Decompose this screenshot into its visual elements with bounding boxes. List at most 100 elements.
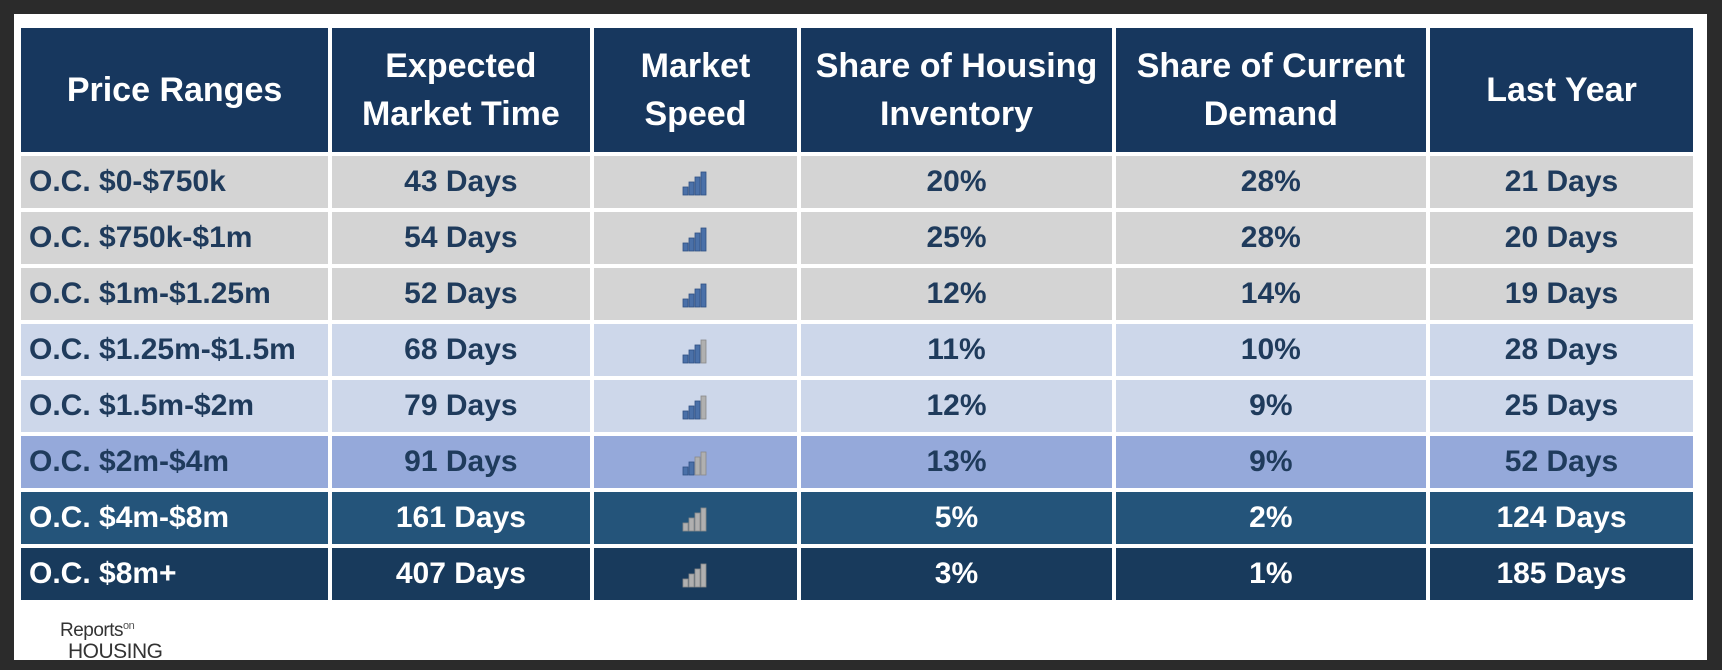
housing-inventory-share-cell: 20% [801, 156, 1112, 208]
signal-bar [701, 171, 707, 196]
signal-strength-icon [683, 171, 707, 196]
market-speed-cell [593, 212, 798, 264]
price-range-cell: O.C. $1.25m-$1.5m [21, 324, 329, 376]
market-speed-cell [593, 324, 798, 376]
signal-bar [695, 288, 701, 308]
price-range-cell: O.C. $1.5m-$2m [21, 380, 329, 432]
current-demand-share-cell: 9% [1115, 436, 1426, 488]
table-row: O.C. $2m-$4m 91 Days 13% 9% 52 Days [21, 436, 1693, 488]
current-demand-share-cell: 2% [1115, 492, 1426, 544]
signal-bar [683, 354, 689, 364]
header-price-ranges: Price Ranges [21, 28, 329, 152]
signal-bar [683, 522, 689, 532]
signal-bar [701, 283, 707, 308]
price-range-cell: O.C. $4m-$8m [21, 492, 329, 544]
header-last-year: Last Year [1430, 28, 1693, 152]
signal-bar [689, 349, 695, 364]
logo-housing-text: HOUSING [68, 640, 163, 663]
signal-bar [689, 405, 695, 420]
expected-market-time-cell: 407 Days [332, 548, 590, 600]
last-year-cell: 25 Days [1430, 380, 1693, 432]
housing-inventory-share-cell: 12% [801, 268, 1112, 320]
header-expected-market-time: Expected Market Time [332, 28, 590, 152]
signal-bar [689, 461, 695, 476]
signal-bar [689, 517, 695, 532]
housing-inventory-share-cell: 13% [801, 436, 1112, 488]
signal-bar [683, 410, 689, 420]
signal-strength-icon [683, 339, 707, 364]
expected-market-time-cell: 68 Days [332, 324, 590, 376]
current-demand-share-cell: 28% [1115, 156, 1426, 208]
last-year-cell: 19 Days [1430, 268, 1693, 320]
last-year-cell: 28 Days [1430, 324, 1693, 376]
logo-reports-text: Reports [60, 620, 124, 641]
current-demand-share-cell: 28% [1115, 212, 1426, 264]
header-share-of-current-demand: Share of Current Demand [1115, 28, 1426, 152]
signal-strength-icon [683, 563, 707, 588]
header-row: Price Ranges Expected Market Time Market… [21, 28, 1693, 152]
signal-strength-icon [683, 227, 707, 252]
logo-on-text: on [123, 620, 135, 632]
price-range-cell: O.C. $2m-$4m [21, 436, 329, 488]
table-body: O.C. $0-$750k 43 Days 20% 28% 21 Days O.C. $7… [21, 156, 1693, 600]
table-row: O.C. $4m-$8m 161 Days 5% 2% 124 Days [21, 492, 1693, 544]
market-speed-cell [593, 156, 798, 208]
report-frame: Price Ranges Expected Market Time Market… [14, 14, 1707, 663]
housing-inventory-share-cell: 11% [801, 324, 1112, 376]
table-row: O.C. $8m+ 407 Days 3% 1% 185 Days [21, 548, 1693, 600]
housing-inventory-share-cell: 25% [801, 212, 1112, 264]
expected-market-time-cell: 91 Days [332, 436, 590, 488]
signal-strength-icon [683, 451, 707, 476]
signal-bar [695, 568, 701, 588]
signal-bar [695, 512, 701, 532]
housing-inventory-share-cell: 3% [801, 548, 1112, 600]
expected-market-time-cell: 43 Days [332, 156, 590, 208]
signal-bar [695, 176, 701, 196]
signal-bar [701, 507, 707, 532]
last-year-cell: 21 Days [1430, 156, 1693, 208]
header-market-speed: Market Speed [593, 28, 798, 152]
signal-bar [689, 181, 695, 196]
market-speed-cell [593, 548, 798, 600]
signal-bar [683, 578, 689, 588]
reports-on-housing-logo: Reportson HOUSING [50, 618, 200, 668]
current-demand-share-cell: 1% [1115, 548, 1426, 600]
price-range-cell: O.C. $0-$750k [21, 156, 329, 208]
housing-inventory-share-cell: 12% [801, 380, 1112, 432]
market-speed-cell [593, 380, 798, 432]
signal-strength-icon [683, 283, 707, 308]
market-speed-cell [593, 436, 798, 488]
signal-bar [683, 298, 689, 308]
signal-bar [701, 451, 707, 476]
current-demand-share-cell: 10% [1115, 324, 1426, 376]
table-row: O.C. $1.5m-$2m 79 Days 12% 9% 25 Days [21, 380, 1693, 432]
signal-bar [701, 395, 707, 420]
table-row: O.C. $1m-$1.25m 52 Days 12% 14% 19 Days [21, 268, 1693, 320]
current-demand-share-cell: 9% [1115, 380, 1426, 432]
last-year-cell: 20 Days [1430, 212, 1693, 264]
signal-bar [689, 293, 695, 308]
expected-market-time-cell: 161 Days [332, 492, 590, 544]
last-year-cell: 185 Days [1430, 548, 1693, 600]
signal-strength-icon [683, 507, 707, 532]
expected-market-time-cell: 79 Days [332, 380, 590, 432]
signal-bar [701, 227, 707, 252]
price-range-cell: O.C. $750k-$1m [21, 212, 329, 264]
signal-bar [695, 232, 701, 252]
table-row: O.C. $750k-$1m 54 Days 25% 28% 20 Days [21, 212, 1693, 264]
price-range-cell: O.C. $8m+ [21, 548, 329, 600]
expected-market-time-cell: 54 Days [332, 212, 590, 264]
signal-bar [695, 344, 701, 364]
market-time-table: Price Ranges Expected Market Time Market… [17, 24, 1697, 604]
price-range-cell: O.C. $1m-$1.25m [21, 268, 329, 320]
current-demand-share-cell: 14% [1115, 268, 1426, 320]
market-speed-cell [593, 268, 798, 320]
signal-bar [701, 339, 707, 364]
expected-market-time-cell: 52 Days [332, 268, 590, 320]
signal-bar [695, 456, 701, 476]
last-year-cell: 124 Days [1430, 492, 1693, 544]
signal-strength-icon [683, 395, 707, 420]
table-row: O.C. $0-$750k 43 Days 20% 28% 21 Days [21, 156, 1693, 208]
signal-bar [689, 573, 695, 588]
header-share-of-housing-inventory: Share of Housing Inventory [801, 28, 1112, 152]
